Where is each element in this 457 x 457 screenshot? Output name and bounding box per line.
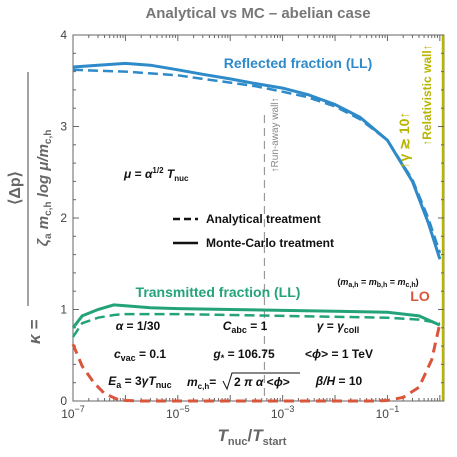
y-tick-label: 1: [60, 303, 67, 317]
label-reflected: Reflected fraction (LL): [224, 55, 373, 71]
y-tick-label: 2: [60, 211, 67, 225]
svg-text:Cabc = 1: Cabc = 1: [223, 319, 268, 335]
x-tick-label: 10−1: [376, 404, 400, 421]
label-relativistic-wall: ↑Relativistic wall↑: [420, 44, 434, 145]
legend: Analytical treatment Monte-Carlo treatme…: [173, 212, 334, 250]
svg-text:Tnuc/Tstart: Tnuc/Tstart: [218, 426, 287, 448]
y-axis-label: κ = ⟨Δp⟩ ζa mc,h log μ/mc,h: [7, 72, 54, 344]
svg-text:<ϕ> = 1 TeV: <ϕ> = 1 TeV: [305, 347, 373, 361]
svg-text:2 π α <ϕ>: 2 π α <ϕ>: [234, 375, 290, 389]
x-axis-ticks: 10−7 10−5 10−3 10−1: [61, 35, 441, 421]
series-lo-analytical: [71, 322, 442, 403]
svg-text:cvac = 0.1: cvac = 0.1: [114, 347, 166, 363]
label-gamma: ↑γ ≳ 10↑: [396, 112, 412, 169]
x-tick-label: 10−7: [61, 404, 85, 421]
label-lo: LO: [410, 288, 430, 304]
mass-relation: (ma,h = mb,h = mc,h): [337, 277, 418, 289]
parameter-block: α = 1/30 Cabc = 1 γ = γcoll cvac = 0.1 g…: [108, 319, 373, 391]
y-tick-label: 4: [60, 28, 67, 42]
svg-text:g* = 106.75: g* = 106.75: [212, 347, 275, 363]
y-tick-label: 0: [60, 394, 67, 408]
mu-formula: μ = α1/2 Tnuc: [123, 166, 189, 183]
svg-text:ζa mc,h log μ/mc,h: ζa mc,h log μ/mc,h: [35, 130, 54, 247]
legend-analytical: Analytical treatment: [206, 212, 321, 226]
label-transmitted: Transmitted fraction (LL): [136, 284, 301, 300]
x-tick-label: 10−3: [271, 404, 295, 421]
svg-text:β/H = 10: β/H = 10: [315, 374, 363, 388]
chart-title: Analytical vs MC – abelian case: [145, 5, 370, 22]
svg-text:μ = α1/2 Tnuc: μ = α1/2 Tnuc: [123, 166, 189, 183]
series-transmitted-analytical: [71, 312, 441, 338]
series-reflected-analytical: [72, 68, 442, 254]
series-transmitted-mc: [71, 303, 441, 329]
label-runaway-wall: ↑Run-away wall↑: [270, 97, 281, 172]
x-tick-label: 10−5: [166, 404, 190, 421]
svg-text:κ =: κ =: [25, 320, 44, 344]
legend-mc: Monte-Carlo treatment: [206, 236, 334, 250]
y-tick-label: 3: [60, 120, 67, 134]
svg-text:Ea = 3γTnuc: Ea = 3γTnuc: [108, 374, 171, 390]
svg-text:⟨Δp⟩: ⟨Δp⟩: [7, 171, 24, 205]
x-axis-label: Tnuc/Tstart: [218, 426, 287, 448]
svg-text:mc,h=: mc,h=: [187, 375, 216, 391]
svg-text:α = 1/30: α = 1/30: [116, 319, 161, 333]
